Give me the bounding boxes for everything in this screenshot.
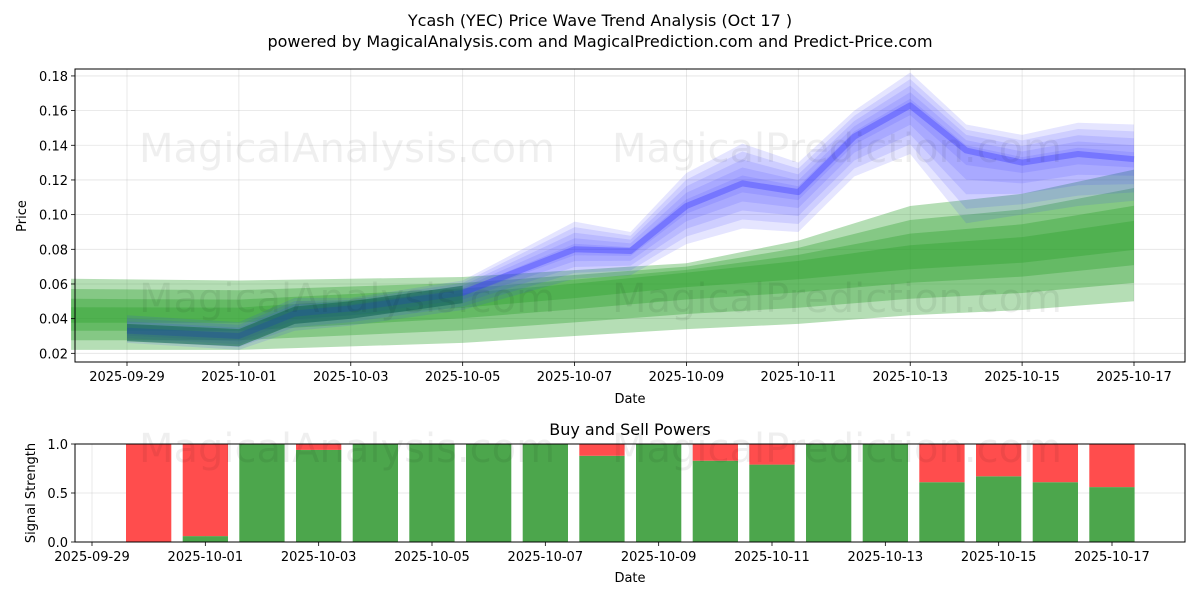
- buy-bar: [1032, 482, 1078, 542]
- top-x-tick-label: 2025-10-09: [649, 370, 725, 385]
- buy-bar: [182, 536, 228, 542]
- top-y-tick-label: 0.08: [39, 243, 68, 258]
- buy-bar: [522, 444, 568, 542]
- top-y-tick-label: 0.16: [39, 105, 68, 120]
- signal-chart-panel: Buy and Sell Powers MagicalAnalysis.com …: [24, 420, 1186, 586]
- buy-bar: [749, 464, 795, 542]
- buy-bar: [466, 444, 512, 542]
- buy-bar: [636, 444, 682, 542]
- price-chart-frame: [74, 68, 1186, 363]
- price-wave-group: [126, 72, 1135, 350]
- sell-bar: [919, 444, 965, 483]
- top-x-tick-label: 2025-10-01: [201, 370, 277, 385]
- signal-chart-x-axis: 2025-09-29 2025-10-01 2025-10-03 2025-10-05…: [54, 542, 1150, 565]
- top-x-tick-label: 2025-10-15: [984, 370, 1060, 385]
- top-y-tick-label: 0.04: [39, 313, 68, 328]
- top-x-tick-label: 2025-09-29: [89, 370, 165, 385]
- wave-prediction-overlap: [127, 285, 463, 347]
- buy-bar: [352, 444, 398, 542]
- price-chart-xlabel: Date: [614, 392, 645, 407]
- bottom-y-tick-label: 1.0: [47, 438, 68, 453]
- chart-title: Ycash (YEC) Price Wave Trend Analysis (O…: [407, 11, 792, 30]
- signal-chart-title: Buy and Sell Powers: [549, 420, 711, 439]
- top-y-tick-label: 0.18: [39, 70, 68, 85]
- watermark-prediction-mid: MagicalPrediction.com: [612, 276, 1062, 322]
- watermark-prediction-bottom: MagicalPrediction.com: [612, 426, 1062, 472]
- bottom-x-tick-label: 2025-10-15: [961, 550, 1037, 565]
- price-chart-ylabel: Price: [15, 200, 30, 232]
- buy-bar: [692, 460, 738, 542]
- sell-bar: [579, 444, 625, 456]
- bottom-y-tick-label: 0.0: [47, 536, 68, 551]
- bottom-x-tick-label: 2025-10-17: [1074, 550, 1150, 565]
- top-y-tick-label: 0.02: [39, 347, 68, 362]
- prediction-band: [71, 188, 1135, 341]
- buy-bar: [1089, 487, 1135, 542]
- watermark-prediction-top: MagicalPrediction.com: [612, 126, 1062, 172]
- sell-bar: [692, 444, 738, 461]
- signal-chart-xlabel: Date: [614, 571, 645, 586]
- buy-bar: [579, 455, 625, 542]
- bottom-x-tick-label: 2025-10-13: [848, 550, 924, 565]
- price-wave-band: [127, 79, 1134, 348]
- watermark-analysis-bottom: MagicalAnalysis.com: [139, 426, 555, 472]
- prediction-band: [71, 205, 1135, 331]
- price-chart-x-axis: 2025-09-29 2025-10-01 2025-10-03 2025-10-05…: [89, 362, 1172, 385]
- top-y-tick-label: 0.14: [39, 139, 68, 154]
- top-x-tick-label: 2025-10-05: [425, 370, 501, 385]
- bottom-x-tick-label: 2025-10-03: [281, 550, 357, 565]
- signal-chart-y-axis: 0.0 0.5 1.0: [47, 438, 75, 551]
- top-y-tick-label: 0.06: [39, 278, 68, 293]
- top-x-tick-label: 2025-10-13: [872, 370, 948, 385]
- sell-bar: [296, 444, 342, 450]
- sell-bar: [1032, 444, 1078, 483]
- sell-bar: [126, 444, 172, 542]
- price-wave-band: [127, 72, 1134, 350]
- top-x-tick-label: 2025-10-17: [1096, 370, 1172, 385]
- sell-bar: [976, 444, 1022, 477]
- watermark-analysis-mid: MagicalAnalysis.com: [139, 276, 555, 322]
- bottom-y-tick-label: 0.5: [47, 487, 68, 502]
- buy-bar: [919, 482, 965, 542]
- chart-subtitle: powered by MagicalAnalysis.com and Magic…: [267, 32, 932, 51]
- buy-bar: [976, 476, 1022, 542]
- signal-chart-ylabel: Signal Strength: [24, 443, 39, 543]
- buy-bar: [239, 444, 285, 542]
- top-y-tick-label: 0.12: [39, 174, 68, 189]
- watermark-analysis-top: MagicalAnalysis.com: [139, 126, 555, 172]
- signal-bars-group: [126, 444, 1135, 542]
- sell-bar: [1089, 444, 1135, 488]
- bottom-x-tick-label: 2025-09-29: [54, 550, 130, 565]
- bottom-x-tick-label: 2025-10-09: [621, 550, 697, 565]
- buy-bar: [862, 444, 908, 542]
- bottom-x-tick-label: 2025-10-05: [394, 550, 470, 565]
- top-x-tick-label: 2025-10-03: [313, 370, 389, 385]
- price-chart-grid: [75, 69, 1185, 362]
- top-x-tick-label: 2025-10-07: [537, 370, 613, 385]
- top-y-tick-label: 0.10: [39, 209, 68, 224]
- price-chart-panel: MagicalAnalysis.com MagicalPrediction.co…: [15, 68, 1186, 407]
- top-x-tick-label: 2025-10-11: [761, 370, 837, 385]
- bottom-x-tick-label: 2025-10-11: [734, 550, 810, 565]
- price-chart-y-axis: 0.02 0.04 0.06 0.08 0.10 0.12 0.14 0.16 0.18: [39, 70, 75, 362]
- buy-bar: [296, 449, 342, 542]
- buy-bar: [409, 444, 455, 542]
- sell-bar: [182, 444, 228, 537]
- bottom-x-tick-label: 2025-10-07: [508, 550, 584, 565]
- buy-bar: [806, 444, 852, 542]
- bottom-x-tick-label: 2025-10-01: [168, 550, 244, 565]
- sell-bar: [749, 444, 795, 465]
- prediction-band: [71, 220, 1135, 323]
